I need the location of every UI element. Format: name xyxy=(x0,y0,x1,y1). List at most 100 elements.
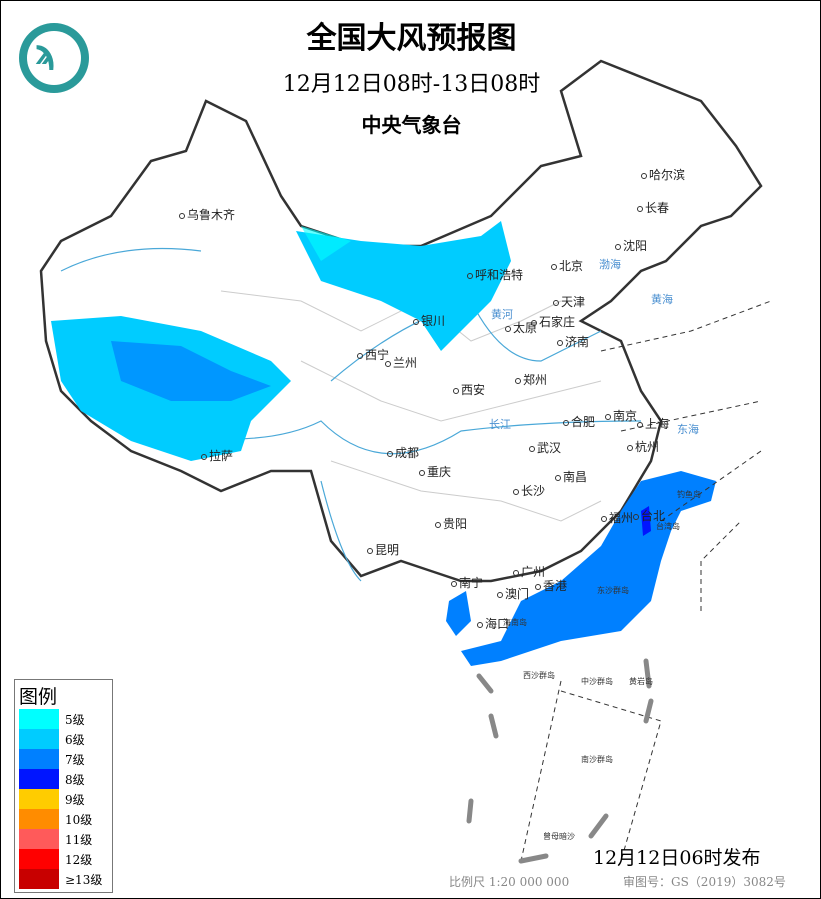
city-label: 南京 xyxy=(605,407,637,424)
city-label: 郑州 xyxy=(515,371,547,388)
city-dot-icon xyxy=(553,299,559,306)
cma-logo: ϡ xyxy=(19,23,89,93)
city-name: 广州 xyxy=(521,565,546,579)
city-dot-icon xyxy=(477,621,483,628)
city-label: 合肥 xyxy=(563,413,595,430)
city-name: 长春 xyxy=(645,201,670,215)
city-dot-icon xyxy=(467,272,473,279)
legend-swatch xyxy=(19,849,59,869)
city-name: 石家庄 xyxy=(539,315,576,329)
city-label: 银川 xyxy=(413,312,445,329)
place-label: 南沙群岛 xyxy=(581,755,613,764)
city-name: 拉萨 xyxy=(209,449,234,463)
city-dot-icon xyxy=(201,453,207,460)
city-dot-icon xyxy=(601,515,607,522)
city-name: 北京 xyxy=(559,259,584,273)
legend-label: 11级 xyxy=(65,832,93,847)
city-label: 北京 xyxy=(551,257,583,274)
city-dot-icon xyxy=(419,469,425,476)
city-name: 南宁 xyxy=(459,576,484,590)
city-dot-icon xyxy=(531,319,537,326)
city-label: 呼和浩特 xyxy=(467,266,523,283)
city-name: 乌鲁木齐 xyxy=(187,208,236,222)
city-dot-icon xyxy=(357,352,363,359)
city-label: 南昌 xyxy=(555,468,587,485)
city-name: 澳门 xyxy=(505,587,530,601)
city-dot-icon xyxy=(497,591,503,598)
wind-area-level7-beibu xyxy=(446,591,471,636)
city-name: 杭州 xyxy=(635,440,660,454)
city-label: 长春 xyxy=(637,199,669,216)
city-dot-icon xyxy=(505,325,511,332)
city-dot-icon xyxy=(413,318,419,325)
legend-title: 图例 xyxy=(19,686,58,708)
city-label: 天津 xyxy=(553,293,585,310)
legend-item: ≥13级 xyxy=(15,869,112,889)
agency-name: 中央气象台 xyxy=(361,113,462,137)
place-label: 东沙群岛 xyxy=(597,586,629,595)
city-label: 乌鲁木齐 xyxy=(179,206,235,223)
city-label: 广州 xyxy=(513,563,545,580)
city-label: 沈阳 xyxy=(615,237,647,254)
city-name: 沈阳 xyxy=(623,239,648,253)
city-label: 香港 xyxy=(535,577,567,594)
city-label: 贵阳 xyxy=(435,515,467,532)
legend-swatch xyxy=(19,749,59,769)
city-dot-icon xyxy=(513,569,519,576)
forecast-period: 12月12日08时-13日08时 xyxy=(282,72,541,97)
city-dot-icon xyxy=(605,413,611,420)
wind-areas xyxy=(51,221,716,666)
city-dot-icon xyxy=(557,339,563,346)
city-name: 呼和浩特 xyxy=(475,268,524,282)
legend-swatch xyxy=(19,809,59,829)
city-dot-icon xyxy=(453,387,459,394)
city-label: 杭州 xyxy=(627,438,659,455)
sea-river-label: 黄河 xyxy=(491,308,513,321)
place-label: 钓鱼岛 xyxy=(677,490,701,499)
place-label: 西沙群岛 xyxy=(523,671,555,680)
city-name: 济南 xyxy=(565,335,590,349)
city-dot-icon xyxy=(555,474,561,481)
rivers xyxy=(60,247,642,582)
city-label: 成都 xyxy=(387,444,419,461)
map-title: 全国大风预报图 xyxy=(306,21,517,56)
legend-swatch xyxy=(19,729,59,749)
city-dot-icon xyxy=(387,450,393,457)
city-label: 重庆 xyxy=(419,463,451,480)
city-dot-icon xyxy=(435,521,441,528)
place-label: 中沙群岛 xyxy=(581,677,613,686)
city-name: 天津 xyxy=(561,295,586,309)
city-dot-icon xyxy=(179,212,185,219)
legend-label: 6级 xyxy=(65,732,85,747)
city-name: 西安 xyxy=(461,383,486,397)
city-name: 香港 xyxy=(543,579,568,593)
legend-label: ≥13级 xyxy=(65,872,103,887)
legend-item: 6级 xyxy=(15,729,112,749)
place-label: 台湾岛 xyxy=(656,522,680,531)
city-label: 石家庄 xyxy=(531,313,575,330)
city-dot-icon xyxy=(529,445,535,452)
city-dot-icon xyxy=(385,360,391,367)
city-label: 西宁 xyxy=(357,346,389,363)
wind-area-level7-southeast xyxy=(461,471,716,666)
legend-item: 11级 xyxy=(15,829,112,849)
city-label: 哈尔滨 xyxy=(641,166,685,183)
city-dot-icon xyxy=(551,263,557,270)
city-name: 上海 xyxy=(645,417,670,431)
legend-item: 5级 xyxy=(15,709,112,729)
place-label: 黄岩岛 xyxy=(629,677,653,686)
sea-boundaries xyxy=(520,300,772,862)
city-label: 济南 xyxy=(557,333,589,350)
legend: 图例 5级 6级 7级 8级 9级 10级 11级 12级 ≥13级 xyxy=(14,679,113,893)
legend-swatch xyxy=(19,869,59,889)
city-dot-icon xyxy=(615,243,621,250)
legend-label: 12级 xyxy=(65,852,93,867)
legend-swatch xyxy=(19,829,59,849)
city-label: 武汉 xyxy=(529,439,561,456)
city-name: 银川 xyxy=(421,314,446,328)
city-dot-icon xyxy=(627,444,633,451)
city-dot-icon xyxy=(367,547,373,554)
city-name: 福州 xyxy=(609,511,634,525)
city-label: 兰州 xyxy=(385,354,417,371)
